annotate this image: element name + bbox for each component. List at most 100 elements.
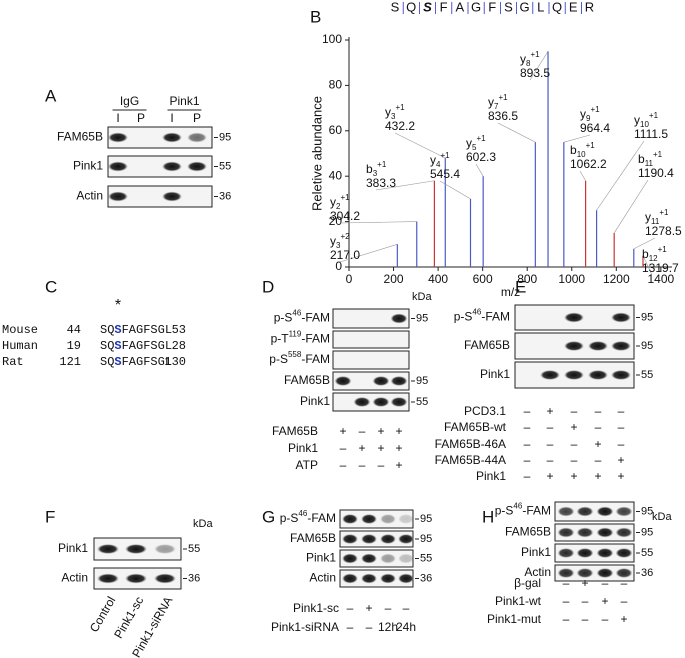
seq-site: S — [114, 339, 121, 353]
peak-mz: 1319.7 — [642, 261, 679, 275]
peak-ion-type: y — [488, 95, 494, 109]
blot-band — [97, 573, 119, 584]
label-sup: 119 — [289, 330, 302, 339]
peak-ion: y3+2 — [330, 232, 350, 250]
species: Rat — [2, 355, 24, 369]
x-tick-label: 0 — [346, 272, 353, 286]
condition-sign: – — [563, 576, 570, 590]
peak-ion: y5+1 — [466, 134, 486, 152]
blot-band — [108, 161, 128, 172]
peak-mz: 1111.5 — [634, 127, 668, 141]
condition-label: Pink1 — [288, 441, 318, 455]
mw-label: 95 — [641, 526, 653, 538]
condition-sign: – — [378, 458, 385, 472]
panel-letter: A — [45, 86, 57, 105]
condition-sign: – — [524, 469, 531, 483]
condition-label: FAM65B — [272, 424, 318, 438]
peak-mz: 836.5 — [488, 109, 518, 123]
condition-sign: – — [618, 437, 625, 451]
peak-mz: 1190.4 — [638, 166, 674, 180]
peak-connector — [339, 221, 417, 224]
unit: kDa — [652, 511, 672, 523]
blot-band — [162, 191, 182, 202]
blot-band — [576, 548, 594, 558]
peak-connector — [375, 180, 435, 191]
blot-band — [108, 132, 128, 143]
mw-label: 36 — [420, 572, 432, 584]
blot-band — [108, 191, 128, 202]
condition-label: Pink1-mut — [487, 612, 542, 626]
seq-end: 53 — [172, 323, 186, 337]
condition-sign: 12h — [378, 620, 398, 634]
peak-connector — [642, 255, 653, 276]
condition-sign: + — [601, 594, 608, 608]
mw-label: 55 — [188, 543, 200, 555]
peak-ion-type: b — [366, 162, 373, 176]
blot-band — [372, 376, 390, 386]
sequence-residue: F — [440, 0, 448, 14]
condition-label: Pink1-siRNA — [271, 620, 339, 634]
mw-label: 95 — [416, 312, 428, 324]
blot-band — [154, 573, 176, 584]
x-tick-label: 800 — [517, 272, 537, 286]
row-label: p-S46-FAM — [274, 309, 330, 325]
label-suffix: -FAM — [301, 311, 330, 325]
x-tick-label: 1400 — [648, 272, 675, 286]
blot-band — [588, 370, 608, 380]
blot-band — [596, 527, 614, 538]
peak-connector — [563, 134, 591, 143]
sequence: SQSFAGFSGL — [100, 355, 172, 369]
sequence: SQSFAGFSGL — [100, 323, 172, 337]
blot-band — [564, 370, 584, 380]
blot-band — [564, 341, 584, 351]
sequence-residue: G — [520, 0, 530, 14]
peak-ion-charge: +1 — [658, 245, 668, 254]
blot-frame — [554, 564, 635, 582]
condition-sign: + — [581, 576, 588, 590]
blot-band — [361, 514, 377, 524]
peak-ion-type: b — [638, 152, 645, 166]
blot-band — [596, 568, 614, 578]
peak-mz: 383.3 — [366, 176, 396, 190]
label-sup: 46 — [513, 502, 522, 511]
lane-label: I — [116, 111, 119, 125]
peak-mz: 545.4 — [430, 167, 460, 181]
row-label: p-S46-FAM — [495, 502, 551, 518]
condition-sign: – — [359, 458, 366, 472]
label-prefix: p-S — [454, 310, 473, 324]
blot-band — [398, 573, 414, 584]
mw-label: 95 — [641, 505, 653, 517]
sequence-residue: A — [455, 0, 464, 14]
peak-ion-index: 11 — [651, 217, 660, 226]
condition-label: Pink1-sc — [293, 601, 339, 615]
row-label: Pink1 — [73, 159, 103, 173]
label-sup: 46 — [292, 309, 301, 318]
blot-band — [353, 397, 371, 407]
row-label: p-S46-FAM — [280, 509, 336, 525]
species: Mouse — [2, 323, 38, 337]
condition-sign: – — [403, 601, 410, 615]
x-tick-label: 200 — [384, 272, 404, 286]
peak-ion-type: y — [330, 195, 336, 209]
mw-label: 36 — [188, 572, 200, 584]
blot-band — [596, 548, 614, 558]
peak-ion-index: 12 — [649, 254, 658, 263]
blot-frame — [332, 371, 410, 391]
blot-band — [576, 506, 594, 517]
blot-band — [398, 553, 414, 564]
peak-ion-type: y — [580, 107, 586, 121]
sequence-residue: E — [569, 0, 578, 14]
blot-band — [576, 568, 594, 578]
peak-ion-type: y — [466, 136, 472, 150]
condition-sign: + — [395, 441, 402, 455]
peak-mz: 1062.2 — [570, 157, 607, 171]
peak-mz: 432.2 — [385, 119, 415, 133]
row-label: Pink1 — [521, 545, 551, 559]
row-label: Pink1 — [480, 367, 510, 381]
condition-sign: – — [618, 420, 625, 434]
peak-ion-charge: +1 — [377, 160, 387, 169]
peak-ion-index: 4 — [436, 160, 441, 169]
y-tick-label: 0 — [335, 259, 342, 273]
label-sup: 46 — [472, 308, 481, 317]
peak-ion-index: 3 — [391, 112, 396, 121]
